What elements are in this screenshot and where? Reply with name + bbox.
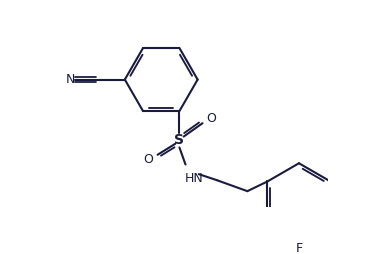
- Text: S: S: [174, 133, 184, 147]
- Text: O: O: [143, 153, 153, 166]
- Text: O: O: [207, 112, 217, 125]
- Text: N: N: [66, 73, 75, 86]
- Text: F: F: [295, 242, 302, 254]
- Text: HN: HN: [184, 172, 203, 185]
